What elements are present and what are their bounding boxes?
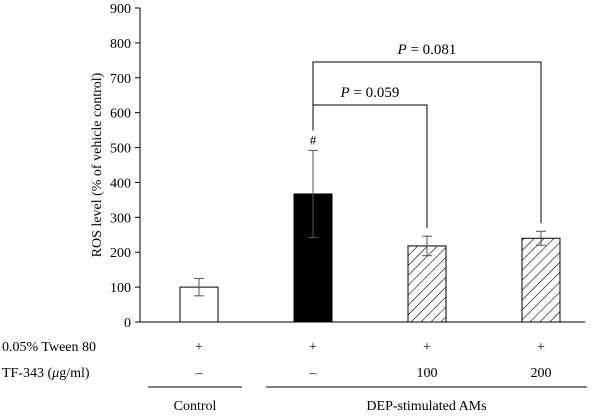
table-cell: + — [195, 340, 203, 355]
group-label: DEP-stimulated AMs — [366, 399, 486, 414]
y-tick-label: 800 — [110, 37, 131, 52]
table-cell: – — [309, 366, 318, 381]
p-value: = 0.059 — [350, 85, 400, 101]
y-tick-label: 400 — [110, 176, 131, 191]
p-symbol: P — [340, 85, 350, 101]
p-value-label: P = 0.081 — [397, 42, 457, 58]
p-value: = 0.081 — [407, 42, 457, 58]
y-axis: 0 100 200 300 400 500 600 700 800 900 — [110, 2, 585, 331]
table-cell: 100 — [417, 366, 438, 381]
p-value-label: P = 0.059 — [340, 85, 400, 101]
y-tick-label: 300 — [110, 211, 131, 226]
group-label: Control — [174, 399, 217, 414]
label-part: μ — [51, 366, 59, 381]
y-tick-label: 700 — [110, 72, 131, 87]
table-row-label: 0.05% Tween 80 — [2, 340, 96, 355]
treatment-table: 0.05% Tween 80 + + + + TF-343 (μg/ml) – – 100 200… — [2, 340, 587, 414]
p-symbol: P — [397, 42, 407, 58]
table-cell: + — [423, 340, 431, 355]
y-tick-label: 200 — [110, 246, 131, 261]
comparison-bracket — [312, 61, 542, 224]
y-tick-label: 100 — [110, 281, 131, 296]
table-row-label: TF-343 (μg/ml) — [2, 366, 90, 381]
label-part: g/ml) — [59, 366, 90, 381]
bar — [407, 245, 447, 323]
bar — [521, 237, 561, 323]
y-axis-label: ROS level (% of vehicle control) — [90, 72, 105, 257]
table-cell: – — [195, 366, 204, 381]
y-tick-label: 500 — [110, 142, 131, 157]
significance-marker: # — [310, 132, 317, 147]
bars: # — [179, 132, 561, 323]
table-cell: 200 — [531, 366, 552, 381]
table-cell: + — [309, 340, 317, 355]
table-cell: + — [537, 340, 545, 355]
label-part: TF-343 ( — [2, 366, 53, 381]
y-tick-label: 900 — [110, 2, 131, 17]
y-tick-label: 0 — [124, 316, 131, 331]
y-tick-label: 600 — [110, 107, 131, 122]
